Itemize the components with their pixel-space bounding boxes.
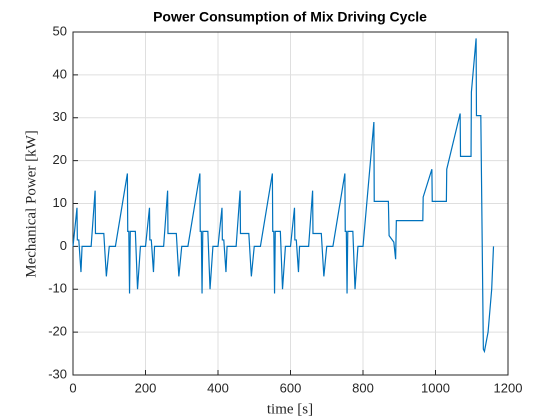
y-tick-label: 0: [60, 238, 67, 253]
data-line: [72, 38, 495, 354]
y-tick-label: 50: [53, 23, 67, 38]
x-tick-label: 400: [207, 380, 229, 395]
x-tick-label: 1200: [494, 380, 523, 395]
chart-title: Power Consumption of Mix Driving Cycle: [153, 9, 427, 25]
y-tick-label: -20: [48, 324, 67, 339]
x-tick-label: 600: [280, 380, 302, 395]
y-tick-label: 30: [53, 109, 67, 124]
y-tick-label: 40: [53, 66, 67, 81]
y-tick-label: -30: [48, 366, 67, 381]
axes-box: [72, 31, 509, 376]
x-tick-label: 800: [352, 380, 374, 395]
y-tick-label: 10: [53, 195, 67, 210]
x-tick-label: 1000: [421, 380, 450, 395]
x-tick-label: 0: [69, 380, 76, 395]
y-axis-label: Mechanical Power [kW]: [23, 130, 39, 277]
y-tick-label: 20: [53, 152, 67, 167]
x-axis-label: time [s]: [267, 401, 313, 417]
y-tick-label: -10: [48, 281, 67, 296]
x-tick-label: 200: [135, 380, 157, 395]
